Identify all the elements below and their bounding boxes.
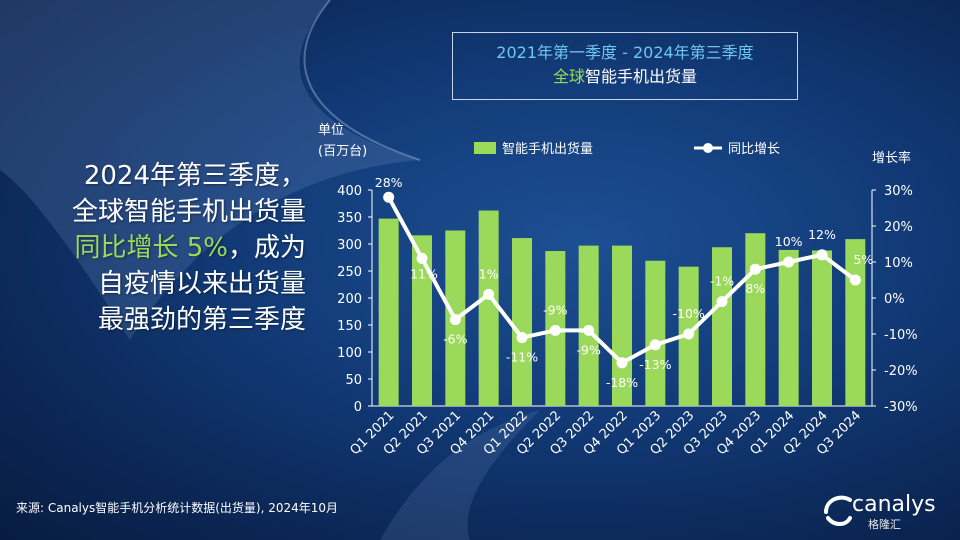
yoy-label: -1% [710,274,734,289]
yoy-label: -13% [639,357,671,372]
yoy-point-Q4-2022 [616,357,628,369]
right-tick-label: 10% [884,256,913,271]
yoy-point-Q4-2023 [749,263,761,275]
left-tick-label: 100 [337,346,362,361]
legend-line-label: 同比增长 [728,142,780,157]
left-tick-label: 150 [337,319,362,334]
legend-line-marker [703,143,713,153]
bar-Q4-2021 [478,210,499,406]
yoy-point-Q1-2024 [783,256,795,268]
yoy-point-Q2-2024 [816,249,828,261]
left-tick-label: 200 [337,292,362,307]
left-tick-label: 50 [345,373,362,388]
yoy-point-Q3-2022 [583,324,595,336]
yoy-point-Q2-2022 [549,324,561,336]
source-note: 来源: Canalys智能手机分析统计数据(出货量), 2024年10月 [16,501,339,515]
chart-title-box: 2021年第一季度 - 2024年第三季度 全球智能手机出货量 [452,32,798,100]
yoy-label: -11% [506,350,538,365]
bar-Q2-2021 [412,235,432,406]
yoy-label: 1% [479,266,499,281]
right-tick-label: 20% [884,220,913,235]
yoy-point-Q2-2023 [683,328,695,340]
left-axis-title-line2: (百万台) [318,144,367,159]
bar-Q2-2024 [812,250,832,406]
yoy-label: -10% [673,306,705,321]
headline-line2: 全球智能手机出货量 [71,197,306,227]
yoy-point-Q3-2023 [716,296,728,308]
right-axis-title: 增长率 [872,150,911,166]
bar-Q1-2024 [778,249,799,406]
right-tick-label: -20% [884,364,918,379]
left-tick-label: 250 [337,265,362,280]
headline-line4: 自疫情以来出货量 [97,269,306,299]
yoy-label: 5% [853,252,873,267]
headline-line3-rest: ，成为 [227,233,306,263]
headline-line5: 最强劲的第三季度 [97,305,306,335]
yoy-label: -6% [443,332,467,347]
chart-title-rest: 智能手机出货量 [585,67,698,86]
yoy-label: 11% [410,266,438,281]
yoy-point-Q2-2021 [416,252,428,264]
headline: 2024年第三季度， 全球智能手机出货量 同比增长 5%，成为 自疫情以来出货量… [16,158,306,338]
yoy-label: 28% [375,175,403,190]
bar-Q1-2023 [645,260,666,406]
yoy-point-Q1-2021 [383,191,395,203]
yoy-point-Q1-2022 [516,332,528,344]
headline-line3: 同比增长 5%，成为 [16,230,306,266]
chart-title-line2: 全球智能手机出货量 [453,65,797,89]
bar-Q4-2022 [612,245,632,406]
right-tick-label: -10% [884,328,918,343]
yoy-label: -18% [606,375,638,390]
bar-Q1-2022 [512,238,532,406]
yoy-point-Q1-2023 [649,339,661,351]
legend-bar-label: 智能手机出货量 [502,141,593,157]
yoy-point-Q3-2024 [849,274,861,286]
right-tick-label: 30% [884,184,913,199]
yoy-label: -9% [576,342,600,357]
bar-Q3-2023 [712,247,732,406]
left-tick-label: 400 [337,184,362,199]
canalys-logo-text: canalys [852,492,936,517]
left-axis-title-line1: 单位 [318,123,344,138]
bar-Q1-2021 [378,218,399,406]
chart-title-highlight: 全球 [552,67,585,86]
yoy-label: 10% [775,234,803,249]
right-tick-label: -30% [884,400,918,415]
legend-bar-swatch [474,142,496,154]
right-tick-label: 0% [884,292,905,307]
canalys-logo-icon [824,495,852,526]
yoy-point-Q4-2021 [483,288,495,300]
yoy-label: 8% [745,281,765,296]
left-tick-label: 0 [354,400,362,415]
bar-Q4-2023 [745,233,766,406]
headline-highlight: 同比增长 5% [74,233,228,263]
headline-line1: 2024年第三季度， [83,161,306,191]
left-tick-label: 350 [337,211,362,226]
yoy-label: 12% [808,227,836,242]
chart-title-line1: 2021年第一季度 - 2024年第三季度 [496,43,754,62]
yoy-label: -9% [543,302,567,317]
watermark: 格隆汇 [868,518,901,531]
yoy-point-Q3-2021 [449,314,461,326]
left-tick-label: 300 [337,238,362,253]
